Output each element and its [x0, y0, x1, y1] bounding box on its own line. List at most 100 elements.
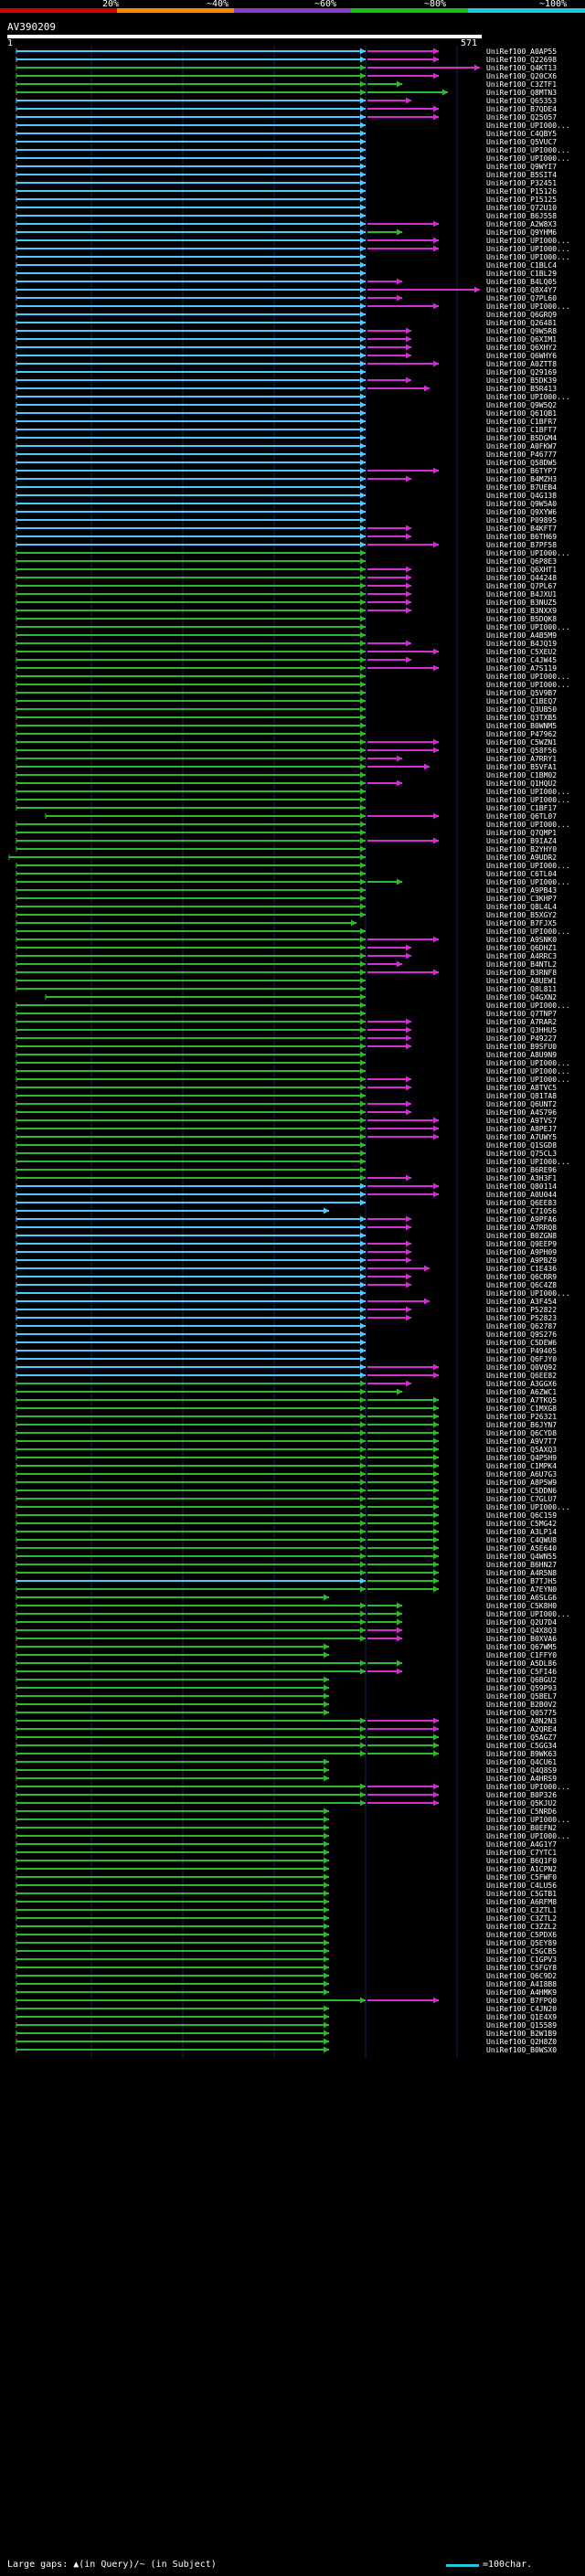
hit-label[interactable]: UniRef100_Q8MTN3: [486, 89, 557, 97]
hit-label[interactable]: UniRef100_C5WZN1: [486, 738, 557, 747]
hit-label[interactable]: UniRef100_B0WSX0: [486, 2046, 557, 2054]
hit-label[interactable]: UniRef100_C3KHP7: [486, 895, 557, 903]
hit-label[interactable]: UniRef100_A7RRY1: [486, 755, 557, 763]
hit-label[interactable]: UniRef100_A4S796: [486, 1108, 557, 1117]
hit-label[interactable]: UniRef100_Q6EE83: [486, 1199, 557, 1207]
hit-label[interactable]: UniRef100_B7QDE4: [486, 105, 557, 113]
hit-label[interactable]: UniRef100_C5FI46: [486, 1668, 557, 1676]
hit-label[interactable]: UniRef100_Q25057: [486, 113, 557, 122]
hit-label[interactable]: UniRef100_A9SNK0: [486, 936, 557, 944]
hit-label[interactable]: UniRef100_C5MG42: [486, 1520, 557, 1528]
hit-label[interactable]: UniRef100_Q20CX6: [486, 72, 557, 80]
hit-label[interactable]: UniRef100_B6RE96: [486, 1166, 557, 1174]
hit-label[interactable]: UniRef100_Q9S276: [486, 1330, 557, 1339]
hit-label[interactable]: UniRef100_B0ZGN8: [486, 1232, 557, 1240]
hit-label[interactable]: UniRef100_C3ZTL1: [486, 1906, 557, 1914]
hit-label[interactable]: UniRef100_A9V7T7: [486, 1437, 557, 1446]
hit-label[interactable]: UniRef100_Q9W5R8: [486, 327, 557, 335]
hit-label[interactable]: UniRef100_C1BF17: [486, 804, 557, 812]
hit-label[interactable]: UniRef100_A6RFM8: [486, 1898, 557, 1906]
hit-label[interactable]: UniRef100_A4R5N8: [486, 1569, 557, 1577]
hit-label[interactable]: UniRef100_UPI000...: [486, 549, 570, 557]
hit-label[interactable]: UniRef100_UPI000...: [486, 928, 570, 936]
hit-label[interactable]: UniRef100_B4JXU1: [486, 590, 557, 599]
hit-label[interactable]: UniRef100_Q6C4Z8: [486, 1281, 557, 1289]
hit-label[interactable]: UniRef100_C5GCB5: [486, 1947, 557, 1956]
hit-label[interactable]: UniRef100_Q05775: [486, 1709, 557, 1717]
hit-label[interactable]: UniRef100_Q6XIM1: [486, 335, 557, 344]
hit-label[interactable]: UniRef100_B9SFU0: [486, 1043, 557, 1051]
hit-label[interactable]: UniRef100_Q4GXN2: [486, 993, 557, 1002]
hit-label[interactable]: UniRef100_Q80114: [486, 1182, 557, 1191]
hit-label[interactable]: UniRef100_UPI000...: [486, 1158, 570, 1166]
hit-label[interactable]: UniRef100_Q7PL60: [486, 294, 557, 302]
hit-label[interactable]: UniRef100_UPI000...: [486, 245, 570, 253]
hit-label[interactable]: UniRef100_Q4P5H9: [486, 1454, 557, 1462]
hit-label[interactable]: UniRef100_Q4X8Q3: [486, 1627, 557, 1635]
hit-label[interactable]: UniRef100_C6TL04: [486, 870, 557, 878]
hit-label[interactable]: UniRef100_Q9WYI7: [486, 163, 557, 171]
hit-label[interactable]: UniRef100_Q44248: [486, 574, 557, 582]
hit-label[interactable]: UniRef100_B0XVA6: [486, 1635, 557, 1643]
hit-label[interactable]: UniRef100_B7TJH5: [486, 1577, 557, 1585]
hit-label[interactable]: UniRef100_Q9W5A0: [486, 500, 557, 508]
hit-label[interactable]: UniRef100_Q6XHY2: [486, 344, 557, 352]
hit-label[interactable]: UniRef100_B6HN27: [486, 1561, 557, 1569]
hit-label[interactable]: UniRef100_Q5BEL7: [486, 1692, 557, 1701]
hit-label[interactable]: UniRef100_C5PDX6: [486, 1931, 557, 1939]
hit-label[interactable]: UniRef100_A7RRQ8: [486, 1224, 557, 1232]
hit-label[interactable]: UniRef100_A7RAR2: [486, 1018, 557, 1026]
hit-label[interactable]: UniRef100_UPI000...: [486, 788, 570, 796]
hit-label[interactable]: UniRef100_Q1HQU2: [486, 779, 557, 788]
hit-label[interactable]: UniRef100_A4B5M9: [486, 631, 557, 640]
hit-label[interactable]: UniRef100_B2W1B9: [486, 2030, 557, 2038]
hit-label[interactable]: UniRef100_C1BL29: [486, 270, 557, 278]
hit-label[interactable]: UniRef100_B9WK63: [486, 1750, 557, 1758]
hit-label[interactable]: UniRef100_C1MPK4: [486, 1462, 557, 1470]
hit-label[interactable]: UniRef100_Q5AXQ3: [486, 1446, 557, 1454]
hit-label[interactable]: UniRef100_C5GG34: [486, 1742, 557, 1750]
hit-label[interactable]: UniRef100_Q6P8E3: [486, 557, 557, 566]
hit-label[interactable]: UniRef100_Q61QB1: [486, 409, 557, 418]
hit-label[interactable]: UniRef100_UPI000...: [486, 1059, 570, 1067]
hit-label[interactable]: UniRef100_C5DEW6: [486, 1339, 557, 1347]
hit-label[interactable]: UniRef100_B5DQK8: [486, 615, 557, 623]
hit-label[interactable]: UniRef100_Q3TXB5: [486, 714, 557, 722]
hit-label[interactable]: UniRef100_A2QRE4: [486, 1725, 557, 1733]
hit-label[interactable]: UniRef100_B3RNF8: [486, 969, 557, 977]
hit-label[interactable]: UniRef100_UPI000...: [486, 673, 570, 681]
hit-label[interactable]: UniRef100_C1FFY0: [486, 1651, 557, 1659]
hit-label[interactable]: UniRef100_Q6TL07: [486, 812, 557, 821]
hit-label[interactable]: UniRef100_A5E640: [486, 1544, 557, 1553]
hit-label[interactable]: UniRef100_Q1SGD8: [486, 1141, 557, 1150]
hit-label[interactable]: UniRef100_C4LU56: [486, 1882, 557, 1890]
hit-label[interactable]: UniRef100_Q4WN55: [486, 1553, 557, 1561]
hit-label[interactable]: UniRef100_Q62787: [486, 1322, 557, 1330]
hit-label[interactable]: UniRef100_Q65353: [486, 97, 557, 105]
hit-label[interactable]: UniRef100_A6SLG6: [486, 1594, 557, 1602]
hit-label[interactable]: UniRef100_B0WNM5: [486, 722, 557, 730]
hit-label[interactable]: UniRef100_A4HMK9: [486, 1988, 557, 1997]
hit-label[interactable]: UniRef100_Q6DHZ1: [486, 944, 557, 952]
hit-label[interactable]: UniRef100_A1CPN2: [486, 1865, 557, 1873]
hit-label[interactable]: UniRef100_A4G1Y7: [486, 1840, 557, 1849]
hit-label[interactable]: UniRef100_UPI000...: [486, 122, 570, 130]
hit-label[interactable]: UniRef100_A6U7G3: [486, 1470, 557, 1479]
hit-label[interactable]: UniRef100_A8P5W9: [486, 1479, 557, 1487]
hit-label[interactable]: UniRef100_B5VFA1: [486, 763, 557, 771]
hit-label[interactable]: UniRef100_A8PEJ7: [486, 1125, 557, 1133]
hit-label[interactable]: UniRef100_B0P326: [486, 1791, 557, 1799]
hit-label[interactable]: UniRef100_C3ZTL2: [486, 1914, 557, 1923]
hit-label[interactable]: UniRef100_P52823: [486, 1314, 557, 1322]
hit-label[interactable]: UniRef100_UPI000...: [486, 1783, 570, 1791]
hit-label[interactable]: UniRef100_Q6GRQ9: [486, 311, 557, 319]
hit-label[interactable]: UniRef100_P15126: [486, 187, 557, 196]
hit-label[interactable]: UniRef100_A8TVC5: [486, 1084, 557, 1092]
hit-label[interactable]: UniRef100_Q5AGZ7: [486, 1733, 557, 1742]
hit-label[interactable]: UniRef100_Q6EE82: [486, 1372, 557, 1380]
hit-label[interactable]: UniRef100_Q7TNP7: [486, 1010, 557, 1018]
hit-label[interactable]: UniRef100_UPI000...: [486, 878, 570, 886]
hit-label[interactable]: UniRef100_Q7PL67: [486, 582, 557, 590]
hit-label[interactable]: UniRef100_Q5V9B7: [486, 689, 557, 697]
hit-label[interactable]: UniRef100_Q8L811: [486, 985, 557, 993]
